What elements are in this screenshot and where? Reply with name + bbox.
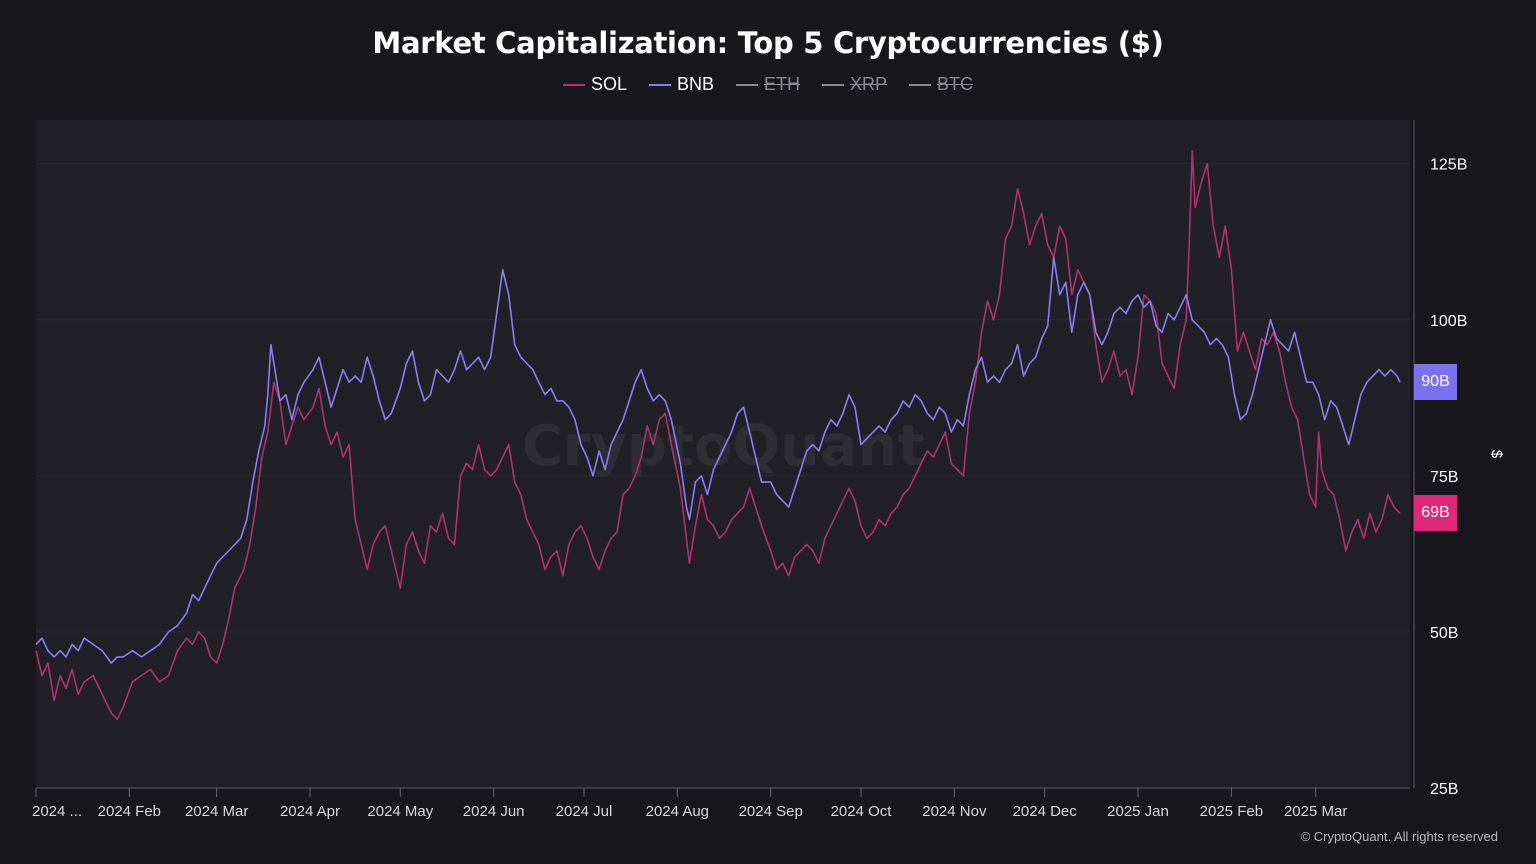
x-tick-label: 2024 Aug <box>646 803 709 820</box>
legend-swatch <box>909 83 932 86</box>
series-line-bnb <box>35 256 1401 664</box>
x-tick-label: 2024 Oct <box>831 803 893 820</box>
legend-item-btc[interactable]: BTC <box>909 74 973 95</box>
y-tick-label: 25B <box>1430 781 1458 798</box>
x-tick-label: 2024 Apr <box>280 803 340 820</box>
y-tick-label: 50B <box>1430 625 1458 642</box>
x-tick-label: 2024 May <box>367 803 433 820</box>
grid-lines <box>36 163 1410 633</box>
legend-label: BTC <box>937 74 974 94</box>
x-tick-label: 2024 Jun <box>463 803 525 820</box>
y-tick-label: 75B <box>1430 469 1458 486</box>
last-value-badge-bnb: 90B <box>1414 364 1457 401</box>
plot-background <box>36 120 1410 788</box>
x-tick-label: 2025 Feb <box>1200 803 1263 820</box>
legend-item-sol[interactable]: SOL <box>562 74 627 95</box>
x-tick-label: 2024 Nov <box>922 803 987 820</box>
legend-label: BNB <box>677 74 715 94</box>
y-axis-ticks: 25B 50B 75B 100B 125B <box>1430 157 1467 798</box>
x-tick-label: 2024 Sep <box>739 803 803 820</box>
x-axis-ticks: 2024 ... 2024 Feb 2024 Mar 2024 Apr 2024 May… <box>32 788 1347 820</box>
y-axis-label: $ <box>1488 450 1505 459</box>
x-tick-label: 2024 Feb <box>98 803 161 820</box>
legend-item-xrp[interactable]: XRP <box>822 74 887 95</box>
x-tick-label: 2025 Jan <box>1107 803 1169 820</box>
copyright-notice: © CryptoQuant. All rights reserved <box>1300 829 1498 844</box>
legend-swatch <box>736 83 759 86</box>
x-tick-label: 2024 Jul <box>556 803 613 820</box>
y-tick-label: 125B <box>1430 157 1467 174</box>
x-tick-label: 2024 Dec <box>1013 803 1078 820</box>
legend-swatch <box>649 83 671 86</box>
legend-label: SOL <box>590 74 627 94</box>
x-tick-label: 2025 Mar <box>1284 803 1347 820</box>
series-line-sol <box>35 150 1401 721</box>
legend-swatch <box>822 83 845 86</box>
legend-item-eth[interactable]: ETH <box>736 74 800 95</box>
legend-label: ETH <box>764 74 801 94</box>
x-tick-label: 2024 ... <box>32 803 82 820</box>
legend-label: XRP <box>850 74 888 94</box>
last-value-badge-sol: 69B <box>1414 495 1457 532</box>
x-tick-label: 2024 Mar <box>185 803 248 820</box>
legend-swatch <box>562 83 585 86</box>
legend: SOL BNB ETH XRP BTC <box>0 74 1536 95</box>
series-lines <box>35 150 1401 721</box>
legend-item-bnb[interactable]: BNB <box>649 74 714 95</box>
y-tick-label: 100B <box>1430 313 1467 330</box>
chart-title: Market Capitalization: Top 5 Cryptocurre… <box>372 26 1164 60</box>
